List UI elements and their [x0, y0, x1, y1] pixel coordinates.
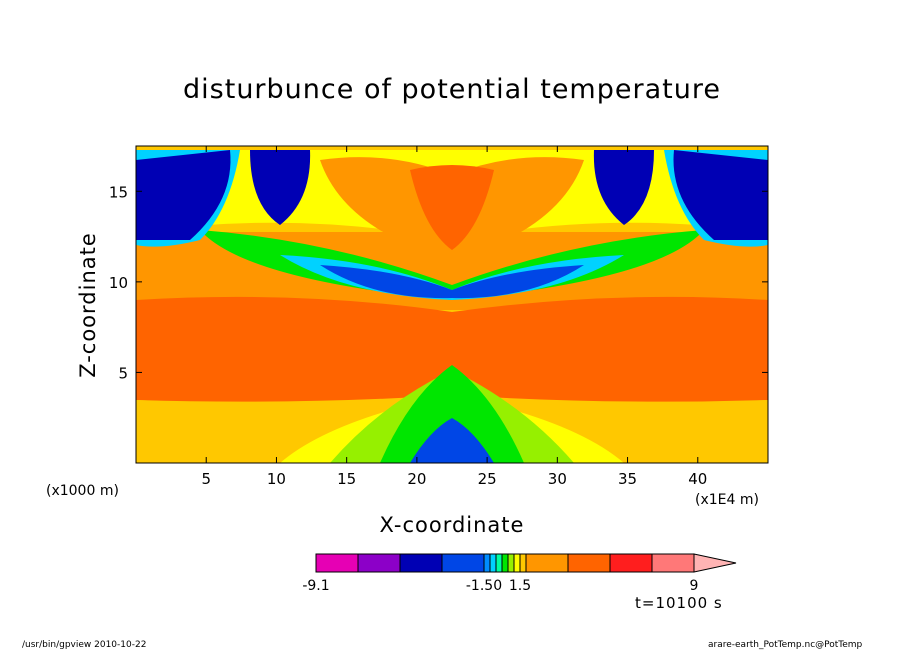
y-axis-label: Z-coordinate [76, 232, 100, 378]
colorbar-swatch [399, 553, 443, 573]
colorbar-label: -1.50 [465, 578, 503, 594]
colorbar-swatch [315, 553, 359, 573]
colorbar-label: -9.1 [302, 578, 330, 594]
x-axis-scale-note: (x1E4 m) [695, 492, 759, 508]
x-axis-unit: (x1000 m) [46, 483, 119, 499]
right-blue [673, 150, 768, 240]
x-tick-label: 25 [478, 470, 497, 488]
time-label: t=10100 s [635, 594, 723, 612]
colorbar-swatch [501, 553, 509, 573]
y-tick-label: 5 [118, 364, 128, 382]
colorbar-label: 9 [689, 578, 699, 594]
colorbar-swatch [513, 553, 521, 573]
colorbar-swatch [507, 553, 515, 573]
chart-title: disturbunce of potential temperature [183, 74, 721, 105]
band-lower-field [136, 296, 768, 402]
colorbar-swatch [609, 553, 653, 573]
footer-file: arare-earth_PotTemp.nc@PotTemp [708, 640, 863, 650]
upper-left-blue [250, 150, 311, 225]
colorbar-swatch [567, 553, 611, 573]
upper-center-core [410, 165, 494, 250]
colorbar-swatch [525, 553, 569, 573]
x-axis-ticks: 5 10 15 20 25 30 35 40 [201, 146, 707, 488]
contour-field [136, 146, 768, 463]
x-tick-label: 40 [688, 470, 707, 488]
surface-green-inner [380, 365, 524, 463]
colorbar-swatch [495, 553, 503, 573]
x-tick-label: 35 [618, 470, 637, 488]
y-tick-label: 10 [109, 274, 128, 292]
colorbar-swatch [519, 553, 527, 573]
footer-program: /usr/bin/gpview 2010-10-22 [22, 640, 147, 650]
x-tick-label: 20 [407, 470, 426, 488]
colorbar-label: 1.5 [508, 578, 532, 594]
x-tick-label: 10 [267, 470, 286, 488]
y-tick-label: 15 [109, 183, 128, 201]
upper-cyan [280, 255, 624, 300]
upper-right-blue [593, 150, 654, 225]
plot-frame [135, 145, 769, 464]
colorbar-swatch [489, 553, 497, 573]
colorbar-swatch [441, 553, 485, 573]
x-tick-label: 15 [337, 470, 356, 488]
colorbar [315, 553, 737, 573]
surface-blue [410, 418, 494, 463]
y-axis-ticks: 5 10 15 [109, 183, 768, 382]
upper-blue [320, 265, 584, 299]
left-blue [136, 150, 231, 240]
colorbar-swatch [651, 553, 695, 573]
x-tick-label: 30 [548, 470, 567, 488]
x-axis-label: X-coordinate [379, 513, 525, 537]
colorbar-swatch [693, 553, 737, 573]
colorbar-swatch [357, 553, 401, 573]
colorbar-swatch [483, 553, 491, 573]
x-tick-label: 5 [201, 470, 211, 488]
